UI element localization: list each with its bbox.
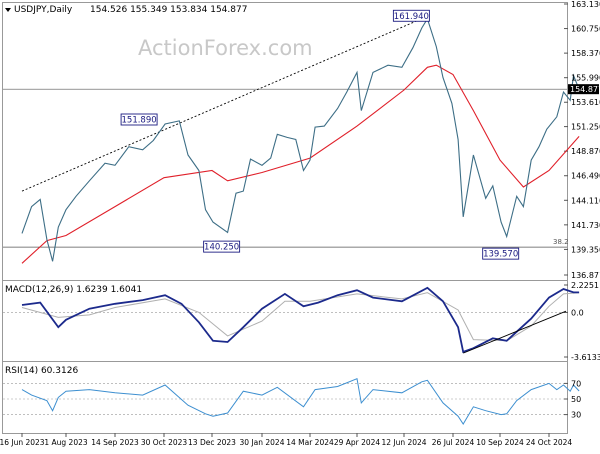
x-tick-label: 30 Oct 2023 <box>141 438 188 447</box>
rsi-y-tick-label: 70 <box>571 379 581 388</box>
price-annotation-box <box>203 240 241 253</box>
price-y-tick-label: 144.110 <box>571 196 600 205</box>
price-annotation-label: 161.940 <box>394 12 429 22</box>
macd-y-tick-label: 0.0 <box>571 308 584 317</box>
macd-title: MACD(12,26,9) 1.6239 1.6041 <box>5 285 142 295</box>
x-tick-label: 13 Dec 2023 <box>188 438 236 447</box>
rsi-line <box>21 378 580 425</box>
price-y-tick-label: 146.490 <box>571 172 600 181</box>
price-y-tick-label: 141.730 <box>571 221 600 230</box>
channel-trend-line <box>21 15 428 192</box>
price-line <box>21 17 580 262</box>
watermark: ActionForex.com <box>138 36 313 60</box>
moving-average-line <box>21 64 580 264</box>
macd-line <box>21 286 580 354</box>
fib-level-label: 38.2 <box>553 238 569 246</box>
price-annotation-box <box>120 113 158 126</box>
rsi-y-tick-label: 30 <box>571 411 581 420</box>
price-y-tick-label: 163.130 <box>571 0 600 9</box>
x-tick-label: 24 Oct 2024 <box>526 438 573 447</box>
price-y-tick-label: 158.370 <box>571 49 600 58</box>
current-price-label: 154.877 <box>570 85 600 94</box>
x-tick-label: 16 Jun 2023 <box>0 438 45 447</box>
price-y-tick-label: 139.350 <box>571 245 600 254</box>
x-tick-label: 26 Jul 2024 <box>432 438 475 447</box>
rsi-panel-frame <box>2 361 568 434</box>
x-tick-label: 14 Sep 2023 <box>91 438 139 447</box>
price-y-tick-label: 136.871 <box>571 271 600 280</box>
price-annotation-label: 140.250 <box>204 243 239 253</box>
price-annotation-label: 151.890 <box>122 115 157 125</box>
x-tick-label: 14 Mar 2024 <box>286 438 334 447</box>
price-annotation-box <box>482 247 520 260</box>
grid-layer <box>3 3 568 437</box>
x-tick-label: 10 Sep 2024 <box>476 438 524 447</box>
price-panel-frame <box>2 2 568 281</box>
rsi-y-tick-label: 50 <box>571 395 581 404</box>
price-annotation-label: 139.570 <box>483 250 518 260</box>
price-annotation-box <box>392 9 430 22</box>
x-tick-label: 12 Jun 2024 <box>381 438 426 447</box>
chart-header: USDJPY,Daily 154.526 155.349 153.834 154… <box>5 5 247 15</box>
x-tick-label: 29 Apr 2024 <box>334 438 381 447</box>
price-y-tick-label: 148.870 <box>571 147 600 156</box>
current-price-badge <box>568 84 599 95</box>
price-y-tick-label: 151.250 <box>571 123 600 132</box>
macd-y-tick-label: -3.6133 <box>571 353 600 362</box>
ohlc-values: 154.526 155.349 153.834 154.877 <box>90 5 247 15</box>
price-y-tick-label: 155.990 <box>571 74 600 83</box>
x-tick-label: 30 Jan 2024 <box>240 438 285 447</box>
rsi-title: RSI(14) 60.3126 <box>5 366 78 376</box>
price-y-tick-label: 160.750 <box>571 25 600 34</box>
line-layer <box>21 15 580 425</box>
price-y-tick-label: 153.610 <box>571 98 600 107</box>
dropdown-triangle-icon[interactable] <box>5 8 11 12</box>
symbol-label: USDJPY,Daily <box>14 5 73 15</box>
x-tick-label: 1 Aug 2023 <box>44 438 87 447</box>
macd-trend-line <box>463 310 567 354</box>
macd-y-tick-label: 2.2251 <box>571 281 599 290</box>
